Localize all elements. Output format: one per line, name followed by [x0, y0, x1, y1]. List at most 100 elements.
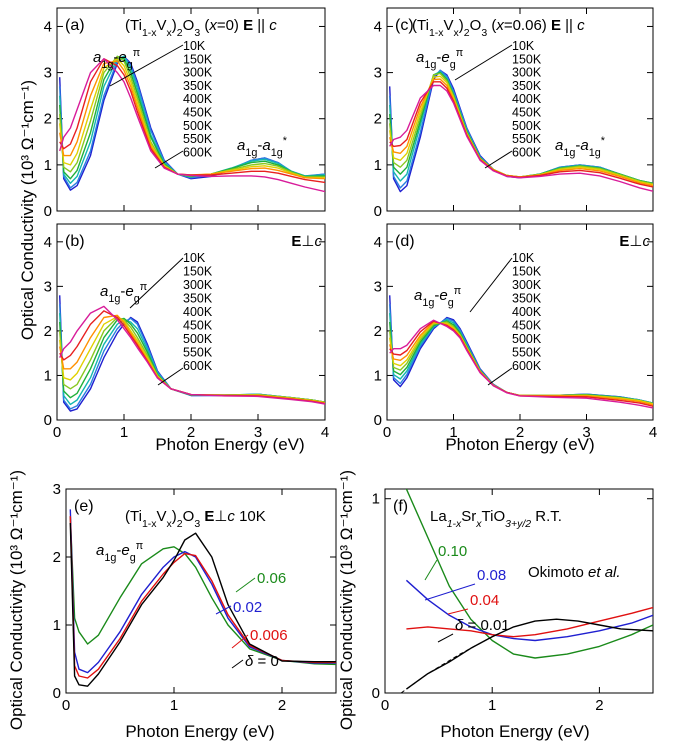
temperature-arrow-end — [487, 367, 513, 386]
series-line-0.06 — [69, 516, 336, 666]
panel-title: (Ti1-xVx)2O3 (x=0.06) E || c — [412, 17, 585, 39]
series-line-0.02 — [69, 509, 336, 674]
series-line-450K — [59, 58, 325, 179]
y-tick-label: 0 — [374, 203, 382, 220]
y-tick-label: 3 — [374, 278, 382, 295]
temperature-label: 350K — [183, 292, 213, 306]
y-tick-label: 2 — [44, 111, 52, 128]
panel-title: (Ti1-xVx)2O3 (x=0) E || c — [125, 17, 277, 39]
y-tick-label: 0 — [44, 412, 52, 429]
annotation-a1g-eg: a1g-egπ — [416, 47, 463, 71]
temperature-label: 600K — [183, 145, 213, 159]
plot-frame — [65, 488, 337, 694]
series-label: 0.06 — [257, 570, 286, 587]
y-tick-label: 0 — [53, 685, 61, 702]
temperature-label: 550K — [183, 132, 213, 146]
panel-label: (c) — [395, 17, 414, 34]
panel-title: E⊥c — [619, 233, 650, 250]
series-line-550K — [59, 58, 325, 184]
temperature-label: 10K — [512, 251, 535, 265]
plot-frame — [384, 488, 654, 694]
y-tick-label: 1 — [372, 491, 380, 508]
temperature-label: 500K — [512, 332, 542, 346]
y-tick-label: 2 — [374, 111, 382, 128]
y-tick-label: 1 — [374, 367, 382, 384]
panel-e: 0 1 2 0 1 2 3 (e) (Ti1-xVx)2O3 E⊥c 10K a1g-egπ Opt… — [7, 470, 337, 741]
xlabel-top-left: Photon Energy (eV) — [155, 435, 304, 454]
temperature-label: 600K — [512, 359, 542, 373]
series-label: 0.02 — [233, 599, 262, 616]
x-tick-label: 2 — [595, 697, 603, 714]
temperature-label: 450K — [183, 319, 213, 333]
temperature-label: 300K — [512, 66, 542, 80]
x-tick-label: 3 — [582, 424, 590, 441]
temperature-arrow-start — [129, 257, 184, 309]
xlabel: Photon Energy (eV) — [125, 722, 274, 741]
series-line-350K — [59, 55, 325, 180]
temperature-label: 550K — [512, 132, 542, 146]
y-tick-label: 1 — [53, 617, 61, 634]
panel-label: (f) — [393, 498, 408, 515]
temperature-label: 450K — [183, 106, 213, 120]
series-line-0.006 — [69, 516, 336, 679]
y-tick-label: 3 — [44, 65, 52, 82]
annotation-a1g-eg: a1g-egπ — [414, 285, 461, 309]
series-label: 0.08 — [477, 567, 506, 584]
series-line-0.08 — [405, 579, 653, 642]
temperature-label: 150K — [183, 265, 213, 279]
panel-title: (Ti1-xVx)2O3 E⊥c 10K — [125, 508, 266, 530]
y-tick-label: 0 — [374, 412, 382, 429]
x-tick-label: 2 — [187, 424, 195, 441]
temperature-label: 550K — [183, 346, 213, 360]
series-label: δ = 0.01 — [455, 617, 510, 634]
temperature-label: 150K — [183, 52, 213, 66]
temperature-arrow-start — [109, 44, 184, 87]
y-tick-label: 2 — [44, 323, 52, 340]
series-pointer — [424, 559, 438, 581]
temperature-label: 300K — [512, 278, 542, 292]
series-line-600K — [389, 319, 653, 409]
y-tick-label: 0 — [372, 685, 380, 702]
temperature-arrow-start — [454, 44, 513, 81]
x-tick-label: 4 — [649, 424, 657, 441]
ylabel: Optical Conductivity (10³ Ω⁻¹cm⁻¹) — [337, 470, 356, 730]
temperature-arrow-start — [469, 257, 513, 313]
temperature-label: 350K — [512, 292, 542, 306]
temperature-label: 400K — [183, 305, 213, 319]
series-pointer — [231, 659, 244, 669]
y-tick-label: 4 — [374, 234, 382, 251]
temperature-label: 10K — [183, 39, 206, 53]
series-line-0 — [69, 522, 336, 687]
temperature-arrow-end — [154, 150, 184, 169]
annotation-okimoto: Okimoto et al. — [528, 564, 621, 581]
x-tick-label: 0 — [381, 697, 389, 714]
temperature-label: 300K — [183, 278, 213, 292]
panel-d: 0 1 2 3 4 0 1 2 3 4 (d) E⊥c a1g-egπ 10K150K300K350K40… — [374, 223, 657, 441]
series-line-500K — [59, 60, 325, 180]
panel-title: La1-xSrxTiO3+y/2 R.T. — [430, 508, 562, 530]
panel-c: 0 1 2 3 4 (c)(Ti1-xVx)2O3 (x=0.06) E || c a1g-… — [374, 7, 654, 220]
x-tick-label: 3 — [254, 424, 262, 441]
panel-f: 0 1 2 0 1 (f) La1-xSrxTiO3+y/2 R.T. Optical Con… — [337, 470, 654, 741]
series-pointer — [235, 577, 256, 593]
series-label: 0.006 — [250, 627, 288, 644]
y-tick-label: 0 — [44, 203, 52, 220]
annotation-a1g-a1g: a1g-a1g* — [237, 135, 288, 159]
x-tick-label: 0 — [62, 697, 70, 714]
panel-label: (d) — [395, 233, 415, 250]
series-pointer — [424, 583, 476, 601]
y-tick-label: 4 — [44, 18, 52, 35]
main-ylabel: Optical Conductivity (10³ Ω⁻¹cm⁻¹) — [18, 80, 37, 340]
series-pointer — [231, 634, 249, 649]
x-tick-label: 1 — [170, 697, 178, 714]
series-pointer — [447, 608, 469, 615]
series-line-0.04 — [406, 606, 653, 638]
series-label: δ = 0 — [245, 653, 279, 670]
panel-a: 0 1 2 3 4 (a) (Ti1-xVx)2O3 (x=0) E || c a1g-egπ… — [44, 7, 326, 220]
panel-title: E⊥c — [291, 233, 322, 250]
temperature-arrow-end — [484, 150, 513, 169]
temperature-label: 150K — [512, 265, 542, 279]
xlabel-top-right: Photon Energy (eV) — [445, 435, 594, 454]
temperature-label: 400K — [512, 305, 542, 319]
